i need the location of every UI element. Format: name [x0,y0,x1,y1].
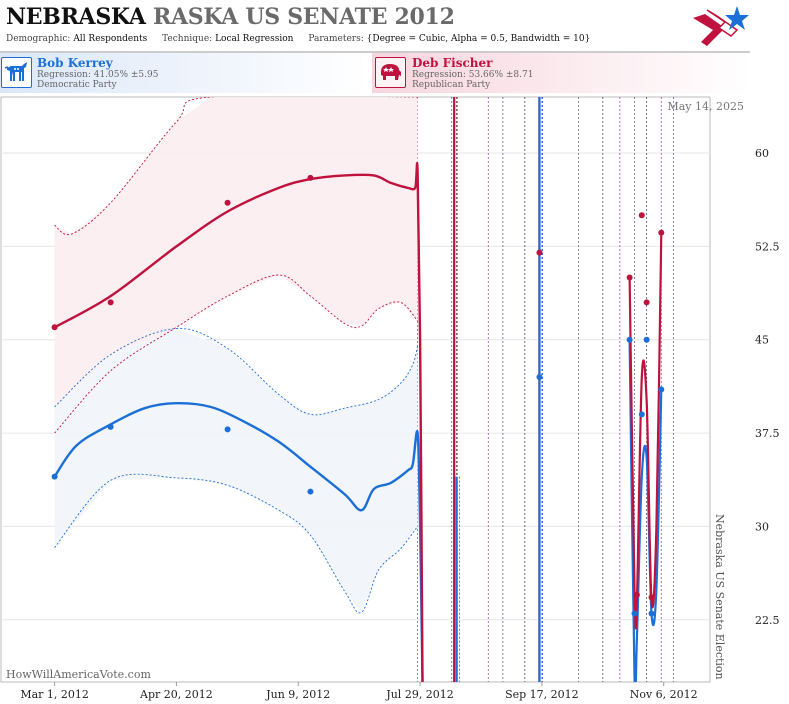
y-tick-label: 30 [755,520,769,533]
parameters-value: {Degree = Cubic, Alpha = 0.5, Bandwidth … [366,34,591,44]
rep-party: Republican Party [412,80,491,90]
poll-point [107,299,114,306]
demographic-value: All Respondents [73,34,148,44]
poll-point [307,174,314,181]
header: NEBRASKA RASKA US SENATE 2012 Demographi… [0,0,789,52]
poll-point [307,488,314,495]
page-title: NEBRASKA RASKA US SENATE 2012 [6,4,455,30]
dem-party: Democratic Party [37,80,117,90]
dem-name: Bob Kerrey [37,56,113,70]
rep-name: Deb Fischer [412,56,493,70]
y-tick-label: 60 [755,147,769,160]
x-tick-label: Sep 17, 2012 [505,688,579,701]
vertical-title: Nebraska US Senate Election [713,514,726,680]
poll-point [638,212,645,219]
confidence-band [54,97,418,434]
credit-text: HowWillAmericaVote.com [6,668,151,681]
poll-point [536,249,543,256]
star-logo-icon [693,6,749,46]
y-tick-label: 52.5 [755,240,780,253]
candidate-dem: Bob Kerrey Regression: 41.05% ±5.95 Demo… [0,53,370,93]
poll-point [648,610,655,617]
poll-point [51,473,58,480]
y-tick-label: 37.5 [755,427,780,440]
poll-point [536,374,543,381]
candidate-rep: Deb Fischer Regression: 53.66% ±8.71 Rep… [372,53,750,93]
confidence-band [54,328,418,613]
parameters-line: Demographic: All Respondents Technique: … [6,34,602,44]
poll-point [643,336,650,343]
poll-point [224,199,231,206]
poll-point [633,591,640,598]
dem-banner [0,53,370,93]
poll-point [638,411,645,418]
parameters-label: Parameters: [308,34,364,44]
poll-point [643,299,650,306]
dem-regression: Regression: 41.05% ±5.95 [37,70,159,80]
x-tick-label: Nov 6, 2012 [630,688,698,701]
poll-point [658,386,665,393]
donkey-icon [1,57,32,88]
regression-line [53,401,424,682]
y-tick-label: 45 [755,334,769,347]
rep-banner [372,53,750,93]
technique-label: Technique: [162,34,213,44]
poll-point [648,594,655,601]
poll-point [626,336,633,343]
demographic-label: Demographic: [6,34,71,44]
rep-regression: Regression: 53.66% ±8.71 [412,70,534,80]
axes: 22.5 30 37.5 45 52.5 60 Mar 1, 2012 Apr 20, 201… [20,147,779,701]
plot-area [1,97,710,682]
poll-point [107,423,114,430]
poll-point [658,229,665,236]
x-tick-label: Jun 9, 2012 [265,688,330,701]
technique-value: Local Regression [215,34,294,44]
x-tick-label: Apr 20, 2012 [139,688,213,701]
regression-line [54,162,424,682]
upper-bound-line [54,328,419,416]
candidate-bar: Bob Kerrey Regression: 41.05% ±5.95 Demo… [0,53,789,93]
upper-bound-line [54,97,418,236]
lower-bound-line [54,473,418,614]
late-regression-line [628,339,663,682]
title-race: RASKA US SENATE 2012 [152,4,455,30]
x-tick-label: Jul 29, 2012 [385,688,454,701]
lower-bound-line [54,274,418,434]
title-state: NEBRASKA [6,4,146,30]
poll-point [626,274,633,281]
y-tick-label: 22.5 [755,614,780,627]
poll-point [51,324,58,331]
poll-point [631,610,638,617]
date-stamp: May 14, 2025 [667,100,744,113]
late-regression-line [628,232,663,630]
elephant-icon [375,57,406,88]
poll-point [224,426,231,433]
x-tick-label: Mar 1, 2012 [20,688,89,701]
